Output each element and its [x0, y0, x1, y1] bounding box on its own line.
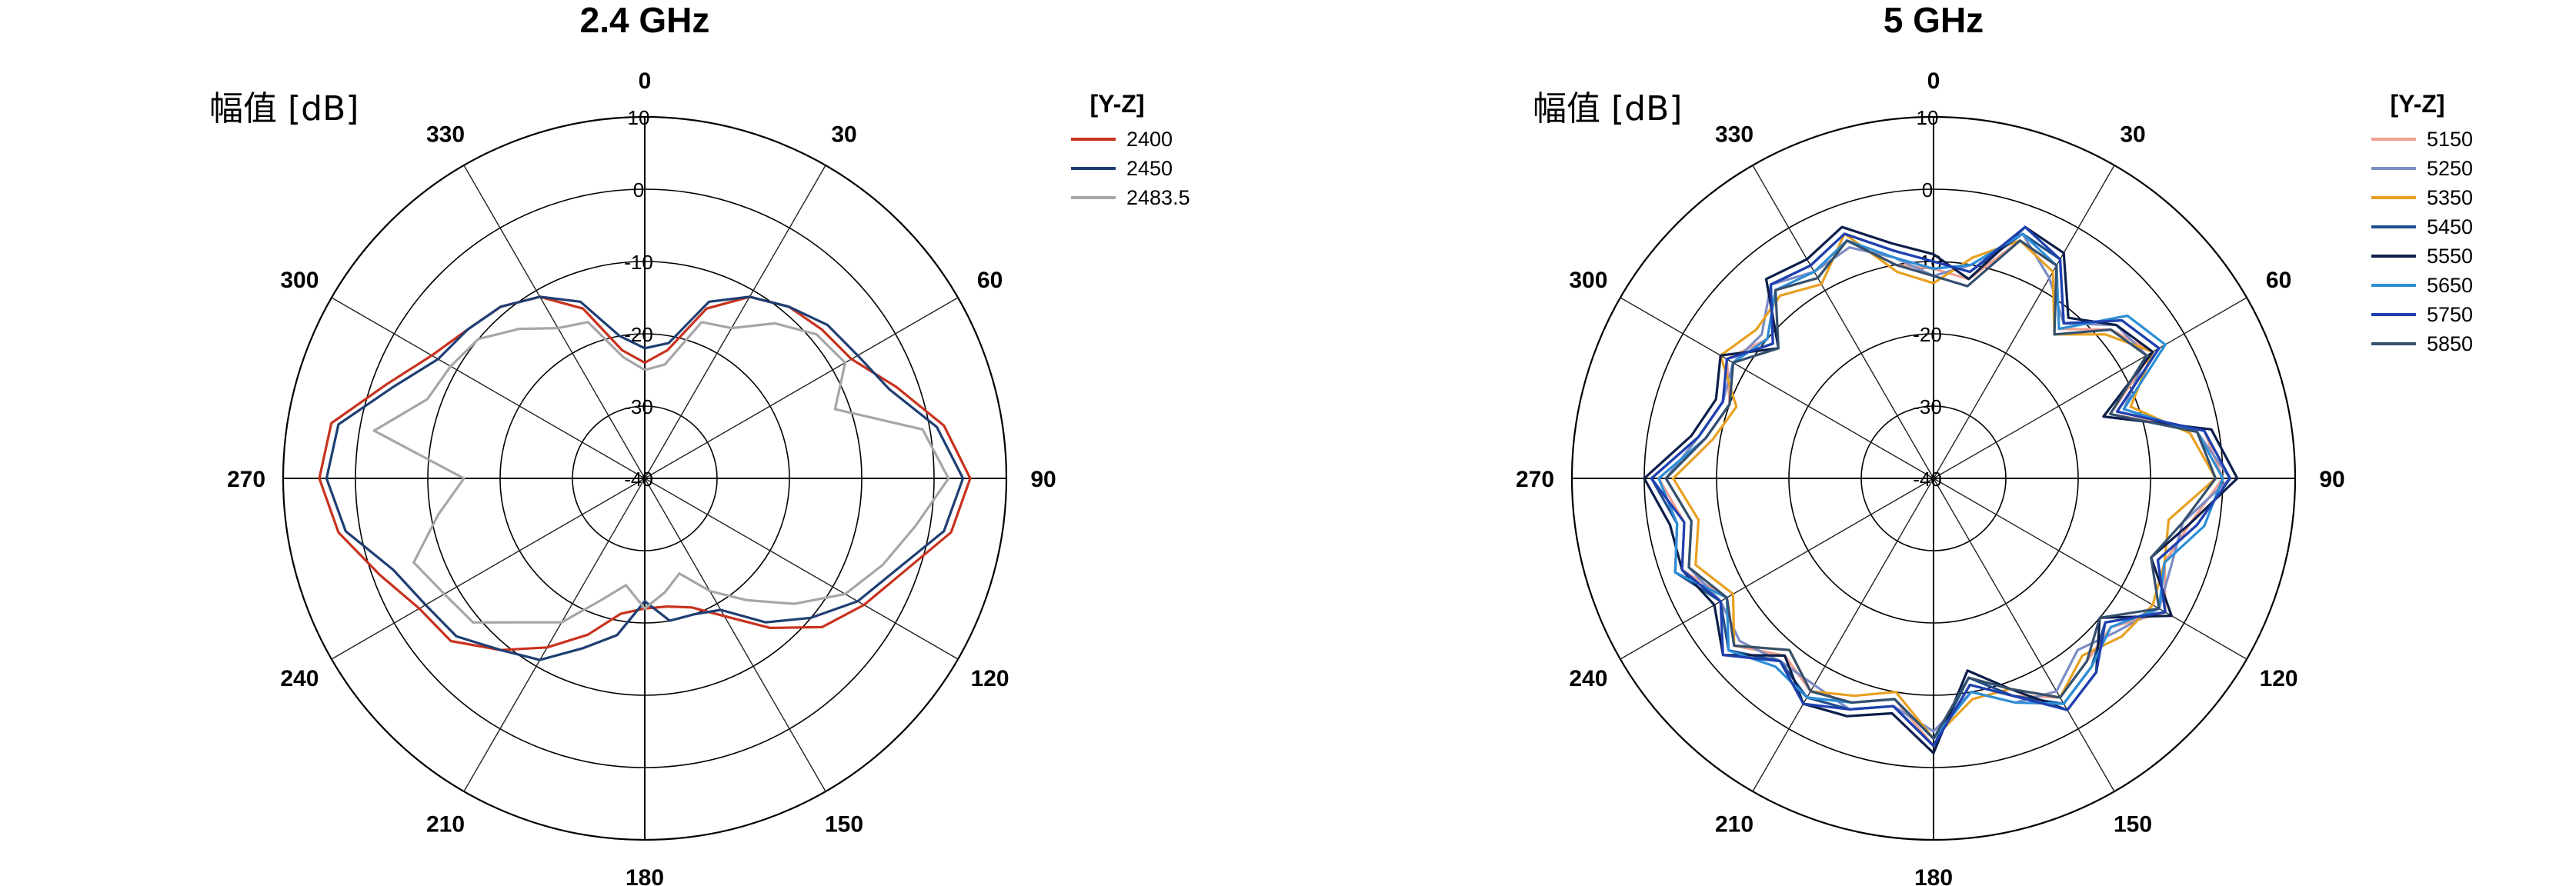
- angle-spoke: [1620, 297, 1934, 479]
- legend-entry: 5150: [2427, 128, 2473, 151]
- angle-spoke: [644, 478, 826, 792]
- chart-title: 5 GHz: [1884, 0, 1984, 40]
- angle-tick-label: 180: [626, 865, 664, 886]
- radial-tick-label: 10: [628, 106, 650, 129]
- angle-tick-label: 300: [280, 268, 319, 293]
- angle-spoke: [644, 297, 959, 479]
- legend-title: [Y-Z]: [2390, 90, 2444, 118]
- angle-spoke: [331, 478, 646, 660]
- series-line-5850: [1664, 239, 2217, 741]
- radial-tick-label: -30: [624, 395, 653, 418]
- series-line-2483.5: [372, 321, 950, 624]
- legend-entry: 5850: [2427, 332, 2473, 355]
- radial-tick-label: -40: [1913, 468, 1942, 491]
- angle-tick-label: 210: [426, 812, 465, 838]
- angle-spoke: [463, 478, 646, 792]
- angle-tick-label: 180: [1914, 865, 1953, 886]
- legend-entry: 5750: [2427, 303, 2473, 326]
- angle-tick-label: 60: [977, 268, 1003, 293]
- polar-chart-2: 0306090120150180210240270300330100-10-20…: [1516, 0, 2473, 886]
- series-line-5350: [1672, 232, 2217, 741]
- radial-tick-label: -40: [624, 468, 653, 491]
- series-line-2450: [325, 295, 965, 661]
- angle-tick-label: 30: [2120, 122, 2145, 147]
- angle-tick-label: 300: [1569, 268, 1607, 293]
- legend-title: [Y-Z]: [1089, 90, 1144, 118]
- angle-spoke: [1933, 165, 2115, 479]
- angle-spoke: [331, 297, 646, 479]
- legend-entry: 5550: [2427, 245, 2473, 268]
- radial-tick-label: 0: [633, 178, 644, 202]
- angle-tick-label: 150: [825, 812, 863, 838]
- radial-tick-label: -20: [1913, 323, 1942, 346]
- radial-axis-label: 幅值 [dB]: [1533, 89, 1682, 128]
- angle-tick-label: 270: [1516, 467, 1554, 492]
- angle-tick-label: 90: [1030, 467, 1056, 492]
- legend-entry: 5450: [2427, 215, 2473, 238]
- radial-tick-label: -10: [624, 251, 653, 274]
- series-line-5550: [1643, 225, 2239, 754]
- angle-spoke: [644, 165, 826, 479]
- angle-tick-label: 90: [2319, 467, 2344, 492]
- radial-tick-label: 10: [1917, 106, 1939, 129]
- radial-tick-label: -20: [624, 323, 653, 346]
- angle-spoke: [644, 478, 959, 660]
- legend-entry: 5650: [2427, 274, 2473, 297]
- angle-tick-label: 0: [1927, 68, 1940, 94]
- angle-tick-label: 330: [426, 122, 465, 147]
- angle-tick-label: 120: [971, 666, 1009, 691]
- angle-tick-label: 240: [280, 666, 319, 691]
- angle-tick-label: 30: [831, 122, 856, 147]
- angle-tick-label: 0: [639, 68, 652, 94]
- legend-entry: 2400: [1126, 128, 1173, 151]
- angle-spoke: [1933, 297, 2247, 479]
- angle-tick-label: 270: [227, 467, 265, 492]
- angle-spoke: [1620, 478, 1934, 660]
- angle-tick-label: 210: [1715, 812, 1753, 838]
- radial-axis-label: 幅值 [dB]: [209, 89, 359, 128]
- legend-entry: 2450: [1126, 157, 1173, 180]
- polar-chart-1: 0 30 60 90 120 150 180 210 240 270 300 330 10 0 -10 -20…: [209, 0, 1190, 886]
- legend-entry: 5250: [2427, 157, 2473, 180]
- chart-title: 2.4 GHz: [580, 0, 710, 40]
- angle-tick-label: 60: [2266, 268, 2291, 293]
- series-line-5750: [1650, 225, 2231, 748]
- angle-spoke: [1752, 478, 1934, 792]
- angle-tick-label: 240: [1569, 666, 1607, 691]
- legend-entry: 2483.5: [1126, 186, 1190, 209]
- angle-tick-label: 150: [2114, 812, 2152, 838]
- angle-tick-label: 120: [2260, 666, 2298, 691]
- radial-tick-label: -30: [1913, 395, 1942, 418]
- legend: [Y-Z] 5150 5250 5350 5450 5550 5650 5750 5850: [2371, 90, 2473, 355]
- angle-spoke: [1933, 478, 2247, 660]
- legend: [Y-Z] 2400 2450 2483.5: [1071, 90, 1190, 209]
- radial-tick-label: 0: [1922, 178, 1933, 202]
- angle-spoke: [1933, 478, 2115, 792]
- angle-spoke: [1752, 165, 1934, 479]
- series-line-5150: [1657, 239, 2224, 748]
- angle-tick-label: 330: [1715, 122, 1753, 147]
- legend-entry: 5350: [2427, 186, 2473, 209]
- angle-spoke: [463, 165, 646, 479]
